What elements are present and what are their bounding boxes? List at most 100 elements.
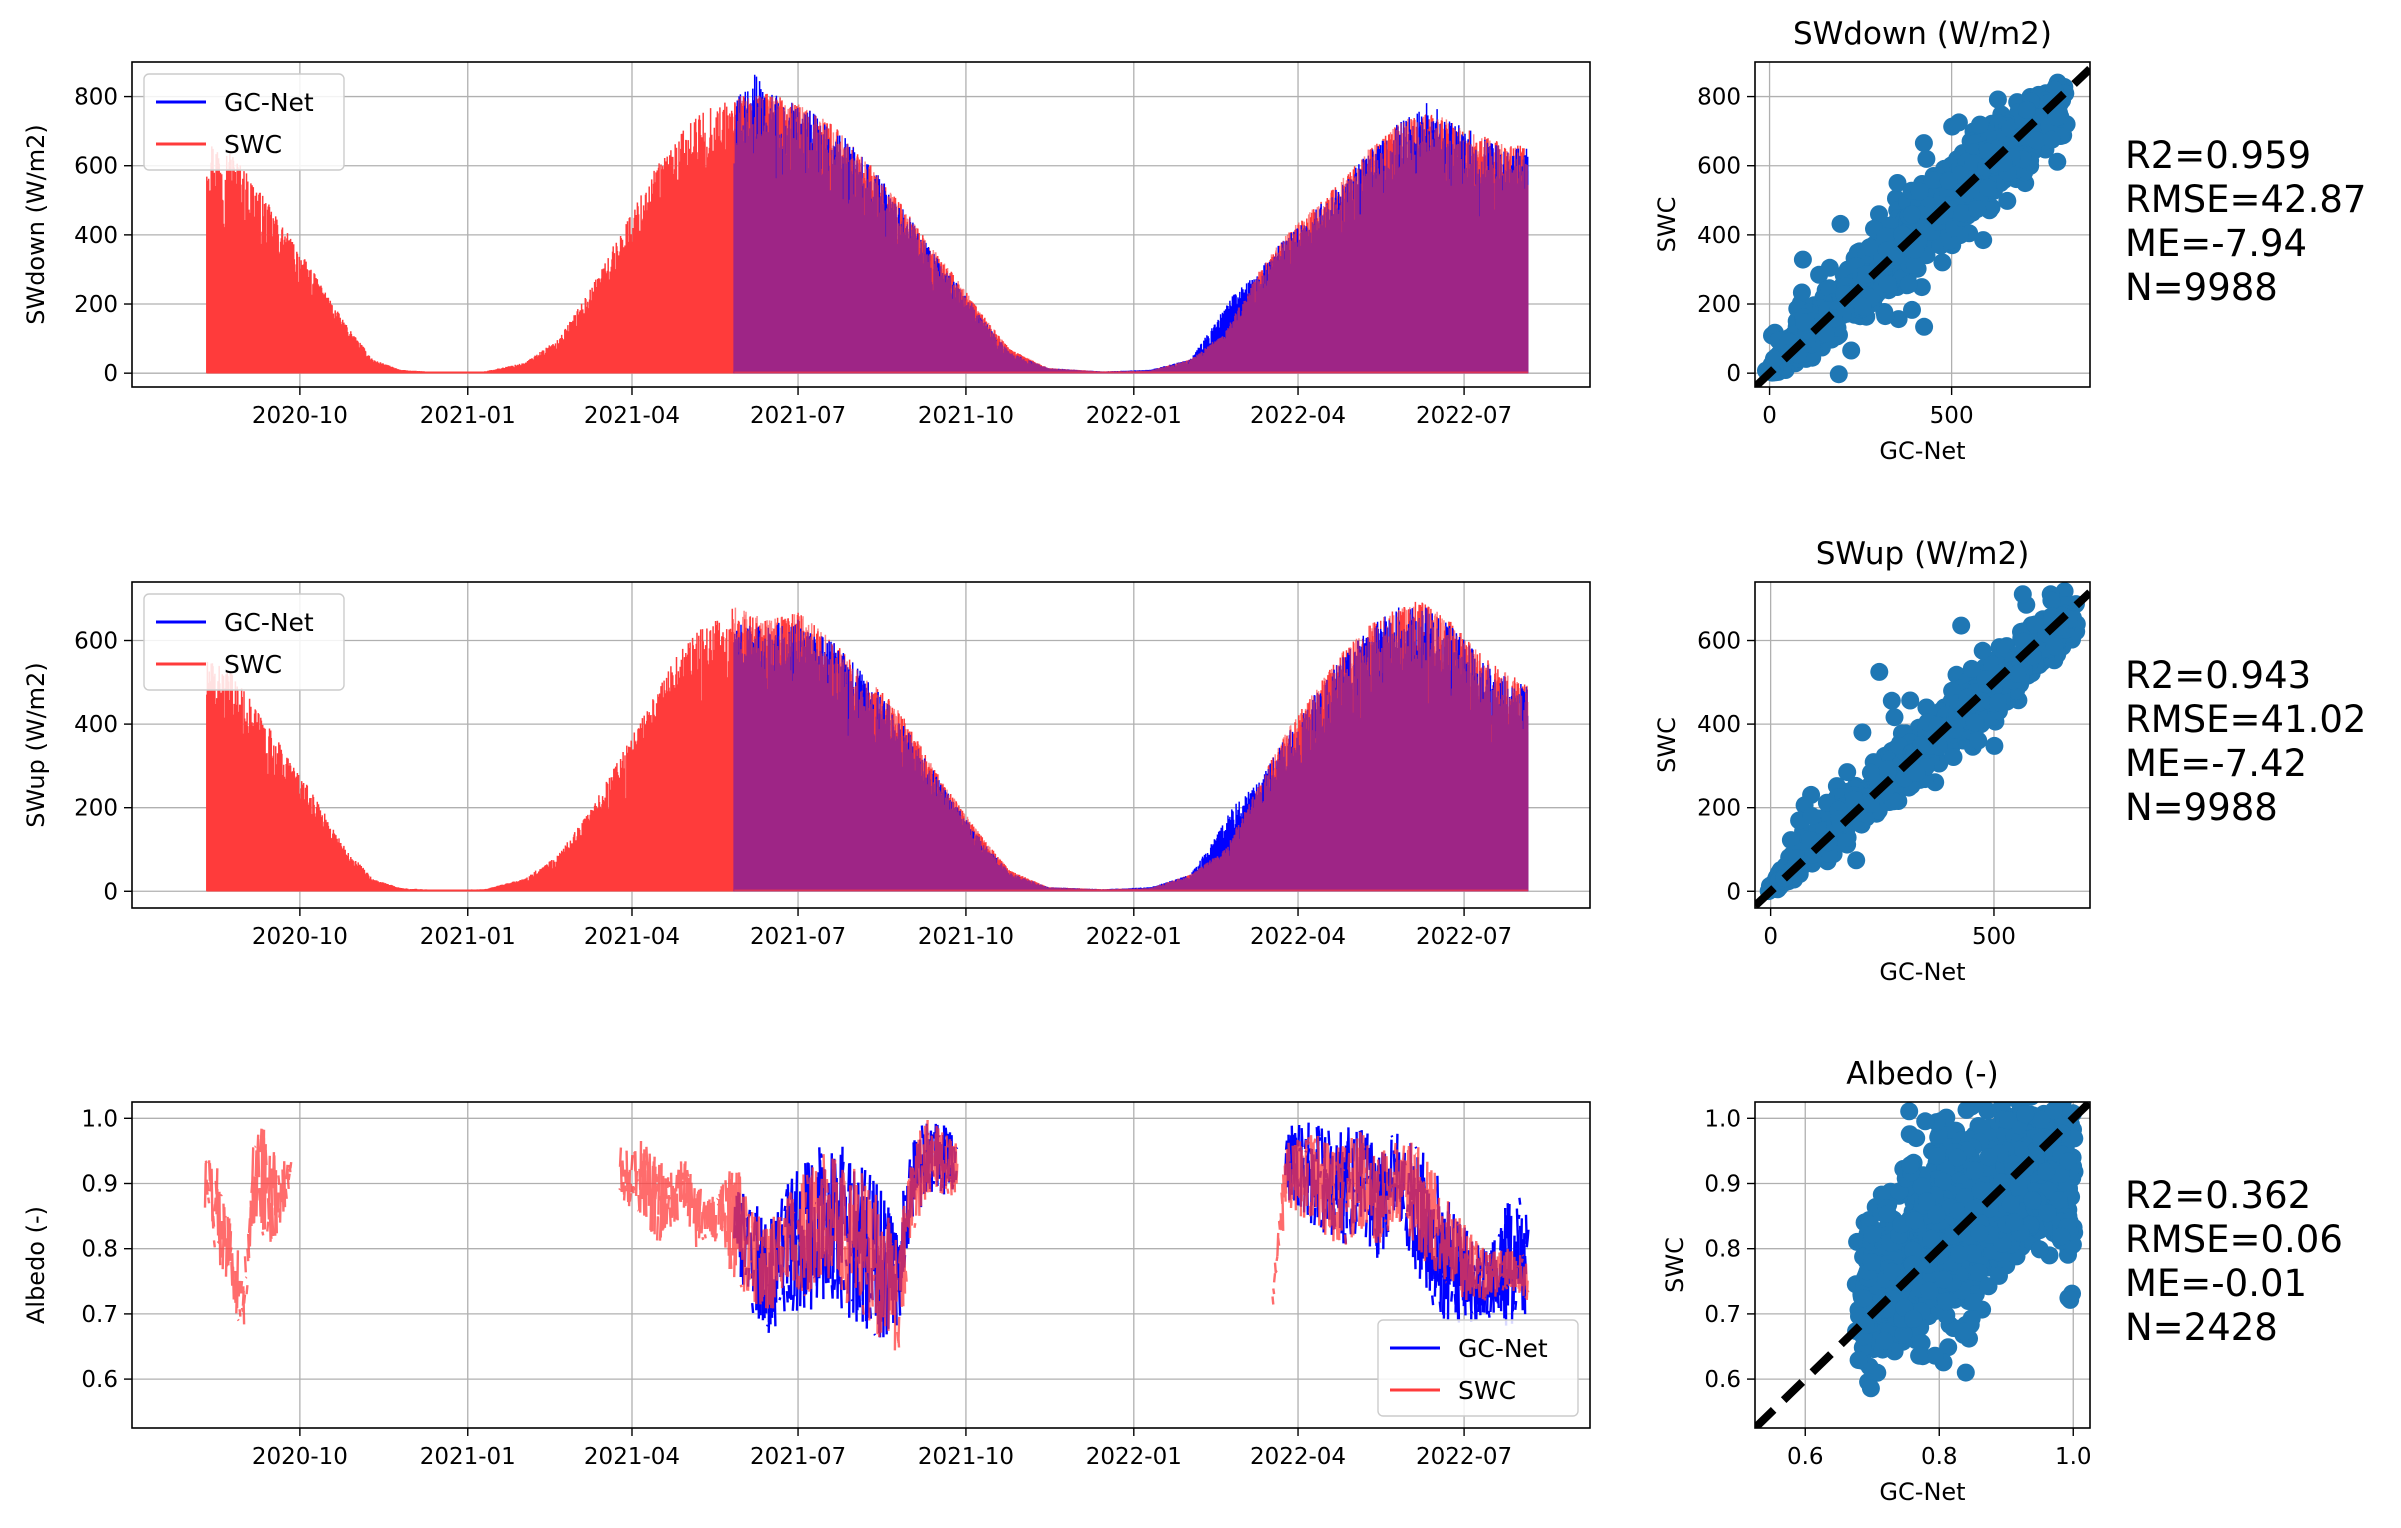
scatter-point	[1949, 1202, 1968, 1221]
scatter-point	[1899, 275, 1918, 294]
stats-n: N=2428	[2125, 1306, 2278, 1349]
x-tick-label: 2021-07	[750, 1444, 846, 1470]
swc-series	[203, 1119, 1530, 1351]
x-axis-label: GC-Net	[1879, 958, 1965, 986]
timeseries-panel-1: 2020-10 2021-01 2021-04 2021-07 2021-10 2022-…	[22, 582, 1590, 950]
y-axis-label: Albedo (-)	[22, 1206, 50, 1324]
scatter-frame	[1754, 61, 2091, 388]
y-tick-label: 0.7	[81, 1302, 118, 1328]
scatter-point	[1882, 691, 1901, 710]
scatter-point	[1920, 1281, 1939, 1300]
scatter-point	[1904, 1309, 1923, 1328]
scatter-point	[1956, 1363, 1975, 1382]
scatter-point	[2010, 1140, 2029, 1159]
scatter-point	[2037, 1162, 2056, 1181]
x-tick-label: 0.8	[1921, 1444, 1958, 1470]
scatter-point	[2048, 1102, 2058, 1104]
scatter-panel-2: 0.6 0.8 1.0 0.6 0.7 0.8 0.9 1.0 Albedo (-) GC-Net…	[1661, 1056, 2343, 1506]
scatter-point	[1966, 1161, 1985, 1180]
scatter-point	[2005, 1213, 2024, 1232]
scatter-point	[1988, 90, 2007, 109]
y-tick-label: 200	[74, 292, 118, 318]
scatter-point	[1969, 731, 1988, 750]
x-tick-label: 2021-07	[750, 924, 846, 950]
y-tick-label: 200	[74, 796, 118, 822]
x-tick-label: 2022-01	[1086, 403, 1182, 429]
x-tick-label: 2022-01	[1086, 1444, 1182, 1470]
scatter-points	[1755, 66, 2090, 387]
scatter-frame	[1754, 1101, 2091, 1429]
scatter-point	[1917, 149, 1936, 168]
y-tick-label: 400	[74, 712, 118, 738]
scatter-point	[1949, 113, 1968, 132]
x-tick-label: 2021-04	[584, 403, 680, 429]
legend-box	[1377, 1319, 1579, 1417]
scatter-point	[1934, 1270, 1953, 1289]
scatter-point	[2044, 1102, 2063, 1120]
scatter-point	[1970, 1224, 1989, 1243]
x-tick-label: 2022-07	[1416, 924, 1512, 950]
x-tick-label: 500	[1930, 403, 1974, 429]
scatter-point	[1973, 641, 1992, 660]
scatter-point	[1764, 349, 1783, 368]
legend-label: SWC	[1458, 1376, 1516, 1405]
scatter-point	[1972, 1118, 1991, 1137]
scatter-point	[2059, 1152, 2077, 1171]
scatter-point	[1970, 1102, 1988, 1108]
y-axis-label: SWC	[1653, 197, 1681, 253]
stats-n: N=9988	[2125, 266, 2278, 309]
x-tick-label: 2021-01	[420, 1444, 516, 1470]
stats-n: N=9988	[2125, 786, 2278, 829]
scatter-point	[1883, 1262, 1901, 1281]
scatter-point	[1838, 763, 1857, 782]
y-tick-label: 0.8	[81, 1237, 118, 1263]
y-tick-label: 0	[1726, 879, 1741, 905]
x-tick-label: 2021-04	[584, 1444, 680, 1470]
scatter-point	[1939, 171, 1958, 190]
scatter-point	[1962, 659, 1981, 678]
scatter-title: SWup (W/m2)	[1816, 536, 2030, 572]
scatter-point	[1907, 763, 1926, 782]
y-tick-label: 600	[74, 154, 118, 180]
x-tick-label: 2021-04	[584, 924, 680, 950]
scatter-title: SWdown (W/m2)	[1793, 16, 2052, 52]
scatter-point	[1904, 1241, 1922, 1260]
scatter-point	[1875, 1331, 1894, 1350]
timeseries-panel-0: 2020-10 2021-01 2021-04 2021-07 2021-10 2022-…	[22, 62, 1590, 429]
scatter-point	[2032, 1110, 2051, 1129]
x-tick-label: 500	[1972, 924, 2016, 950]
scatter-point	[1917, 1192, 1936, 1211]
scatter-point	[1989, 693, 2007, 712]
scatter-point	[1829, 365, 1848, 384]
scatter-point	[1900, 1102, 1919, 1121]
scatter-point	[1971, 1181, 1990, 1200]
scatter-point	[1792, 283, 1811, 302]
scatter-point	[1860, 238, 1879, 257]
x-axis-label: GC-Net	[1879, 437, 1965, 465]
stats-rmse: RMSE=41.02	[2125, 698, 2366, 741]
scatter-point	[1863, 1225, 1882, 1244]
scatter-point	[1934, 1172, 1953, 1191]
y-axis-label: SWup (W/m2)	[22, 662, 50, 827]
scatter-point	[1831, 214, 1850, 233]
scatter-point	[2055, 582, 2074, 601]
scatter-point	[1861, 763, 1880, 782]
scatter-point	[1992, 1173, 2011, 1192]
scatter-point	[1905, 1211, 1924, 1230]
x-tick-label: 2021-10	[918, 1444, 1014, 1470]
y-tick-label: 600	[1697, 629, 1741, 655]
scatter-point	[1944, 748, 1963, 766]
scatter-point	[2048, 152, 2067, 171]
identity-line	[1755, 66, 2090, 387]
stats-me: ME=-0.01	[2125, 1262, 2307, 1305]
scatter-point	[1885, 708, 1904, 727]
x-tick-label: 0	[1763, 924, 1778, 950]
scatter-point	[1939, 1338, 1958, 1357]
y-tick-label: 0.6	[1704, 1367, 1741, 1393]
scatter-point	[1952, 616, 1971, 635]
stats-rmse: RMSE=42.87	[2125, 178, 2366, 221]
scatter-point	[2001, 1195, 2020, 1214]
stats-r2: R2=0.362	[2125, 1174, 2311, 1217]
scatter-point	[2061, 1290, 2080, 1309]
scatter-point	[1802, 807, 1821, 825]
